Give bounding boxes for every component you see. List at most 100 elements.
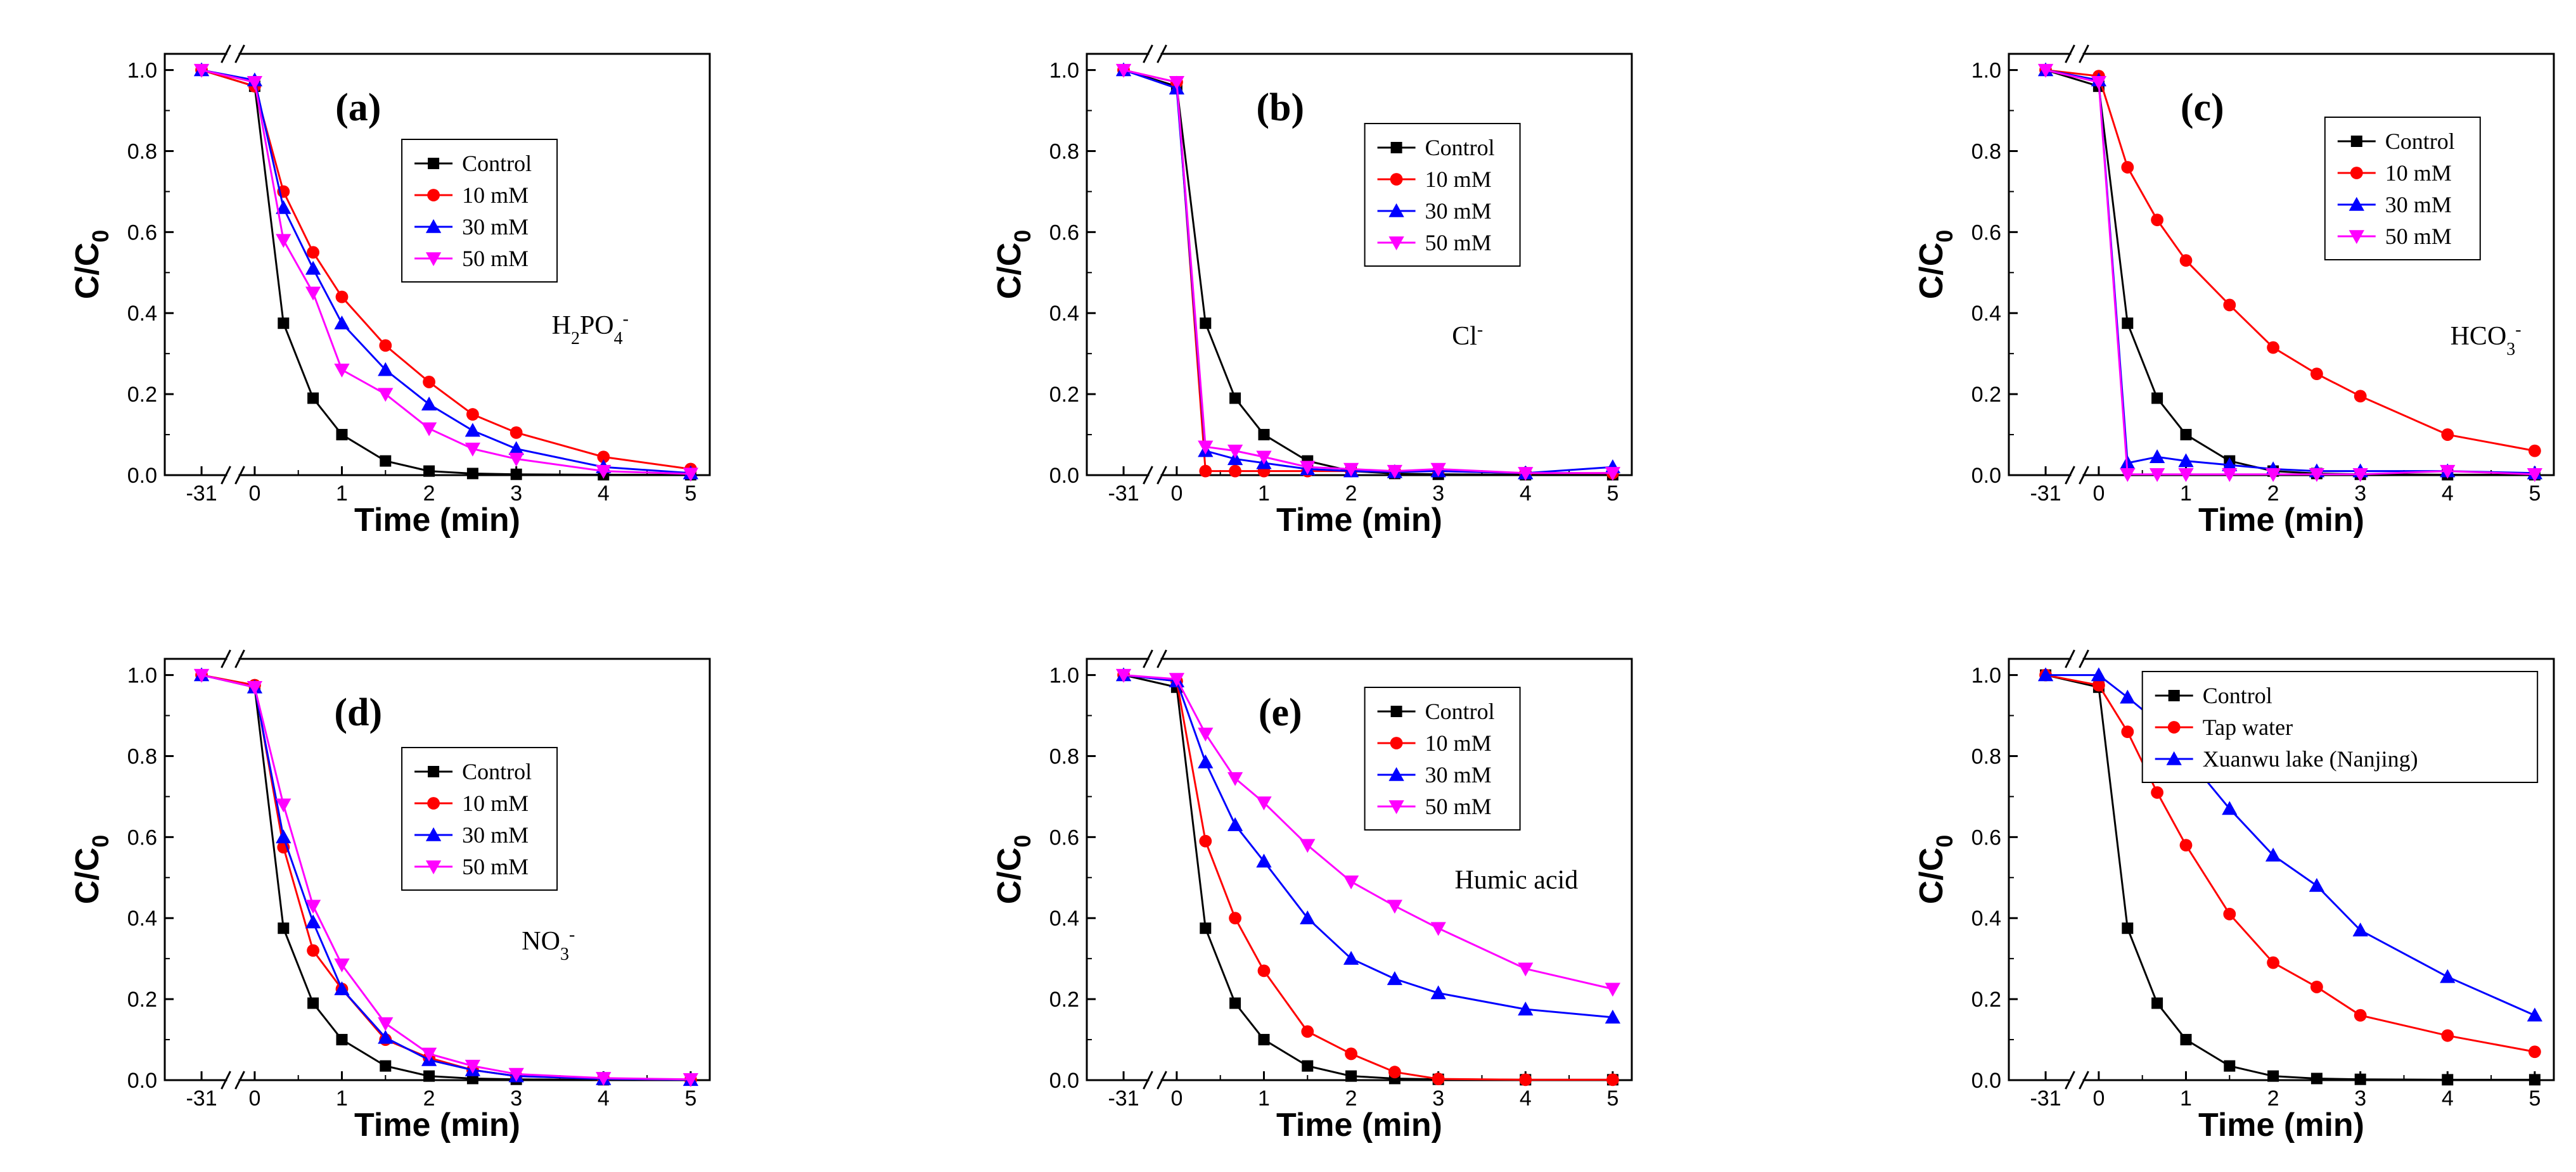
x-tick-label: 5 [1606,481,1618,506]
data-point [2180,1034,2192,1046]
y-tick-label: 0.4 [127,907,157,931]
x-tick-label: 5 [2528,481,2541,506]
data-point [276,798,292,813]
x-tick-label: -31 [1108,1086,1139,1111]
x-tick-label: 4 [598,1086,610,1111]
legend-label: 10 mM [2385,160,2452,186]
legend-marker [425,252,442,267]
legend-label: 50 mM [1425,794,1492,819]
axis-break-slash-bottom [221,1071,231,1090]
data-point [1198,727,1214,742]
data-point [2178,468,2194,482]
data-point [1115,63,1132,78]
x-axis-title: Time (min) [354,502,520,538]
legend-label: Tap water [2203,715,2293,740]
y-axis-title-sub: 0 [87,835,113,848]
axis-break-slash-top [2065,649,2075,668]
data-point [1256,450,1272,465]
panel-label: (a) [335,86,381,129]
legend-marker [427,189,440,201]
x-tick-label: 0 [2092,481,2105,506]
legend-label: Control [1425,699,1495,724]
data-point [1169,673,1185,687]
data-point [378,362,394,376]
legend-marker [1390,737,1403,749]
data-point [2528,444,2541,457]
data-point [2267,956,2280,969]
data-point [378,1029,394,1044]
y-tick-label: 0.2 [127,988,157,1012]
x-tick-label: 0 [1170,481,1182,506]
data-point [1387,464,1403,479]
data-point [2527,1007,2543,1022]
y-axis-title-main: C/C [991,848,1028,905]
axis-break-slash-top [2065,44,2075,63]
data-point [1200,922,1212,934]
annotation-part: HCO [2451,322,2507,351]
data-point [1227,444,1243,459]
data-point [1605,983,1621,997]
data-point [1198,440,1214,455]
data-point [2309,468,2325,482]
panel-1: 0.0 0.2 0.4 0.6 0.8 1.0 -31 0 1 2 3 4 5 Time (min) C/C… [991,44,1633,538]
data-point [421,422,437,436]
legend-label: 30 mM [462,822,529,848]
legend-marker [1390,173,1403,186]
data-point [307,944,319,957]
axis-break-gap-top [2071,51,2083,57]
data-point [276,829,292,844]
data-point [2440,464,2456,479]
data-point [2222,468,2238,482]
legend-marker [428,766,440,777]
data-point [2121,725,2134,738]
x-tick-label: 3 [1432,1086,1444,1111]
data-point [1388,1066,1401,1079]
data-point [2527,468,2543,482]
legend-label: 30 mM [462,214,529,239]
data-point [1229,392,1241,404]
y-axis-title: C/C0 [1913,230,1958,300]
y-tick-label: 0.6 [1049,220,1079,245]
data-point [2151,786,2163,799]
x-axis-title: Time (min) [1276,502,1442,538]
data-point [596,464,612,479]
data-point [682,1073,699,1087]
legend-label: 10 mM [1425,730,1492,756]
x-tick-label: 1 [2180,481,2192,506]
y-tick-label: 0.8 [1049,744,1079,768]
annotation-label: HCO3- [2451,319,2522,359]
annotation-part: 3 [2506,339,2515,359]
y-tick-label: 1.0 [1971,664,2001,688]
x-tick-label: 3 [510,1086,522,1111]
annotation-label: Cl- [1452,319,1483,351]
y-tick-label: 0.8 [127,744,157,768]
legend-label: 30 mM [1425,198,1492,224]
axis-break-gap-top [1149,656,1161,662]
data-point [193,63,210,78]
data-point [1343,875,1359,889]
legend-marker [2166,751,2182,765]
x-tick-label: 2 [1345,481,1357,506]
data-point [2310,367,2323,381]
data-point [2151,213,2163,227]
y-tick-label: 0.4 [1049,302,1079,326]
data-point [2178,453,2194,468]
data-point [1343,462,1359,477]
x-tick-label: 1 [336,1086,348,1111]
data-point [2223,298,2236,312]
data-point [2149,468,2165,482]
axis-break-gap-bottom [227,472,239,478]
data-point [508,441,524,455]
y-tick-label: 1.0 [127,59,157,83]
data-point [278,922,290,934]
data-point [247,681,263,695]
data-point [334,981,350,995]
data-point [1169,76,1185,90]
data-point [1300,910,1316,924]
data-point [1302,1060,1314,1072]
y-tick-label: 0.4 [127,302,157,326]
legend-marker [2349,230,2364,245]
panel-4: 0.0 0.2 0.4 0.6 0.8 1.0 -31 0 1 2 3 4 5 Time (min) C/C… [991,649,1633,1143]
data-point [2441,1029,2454,1042]
data-point [1258,1034,1270,1046]
